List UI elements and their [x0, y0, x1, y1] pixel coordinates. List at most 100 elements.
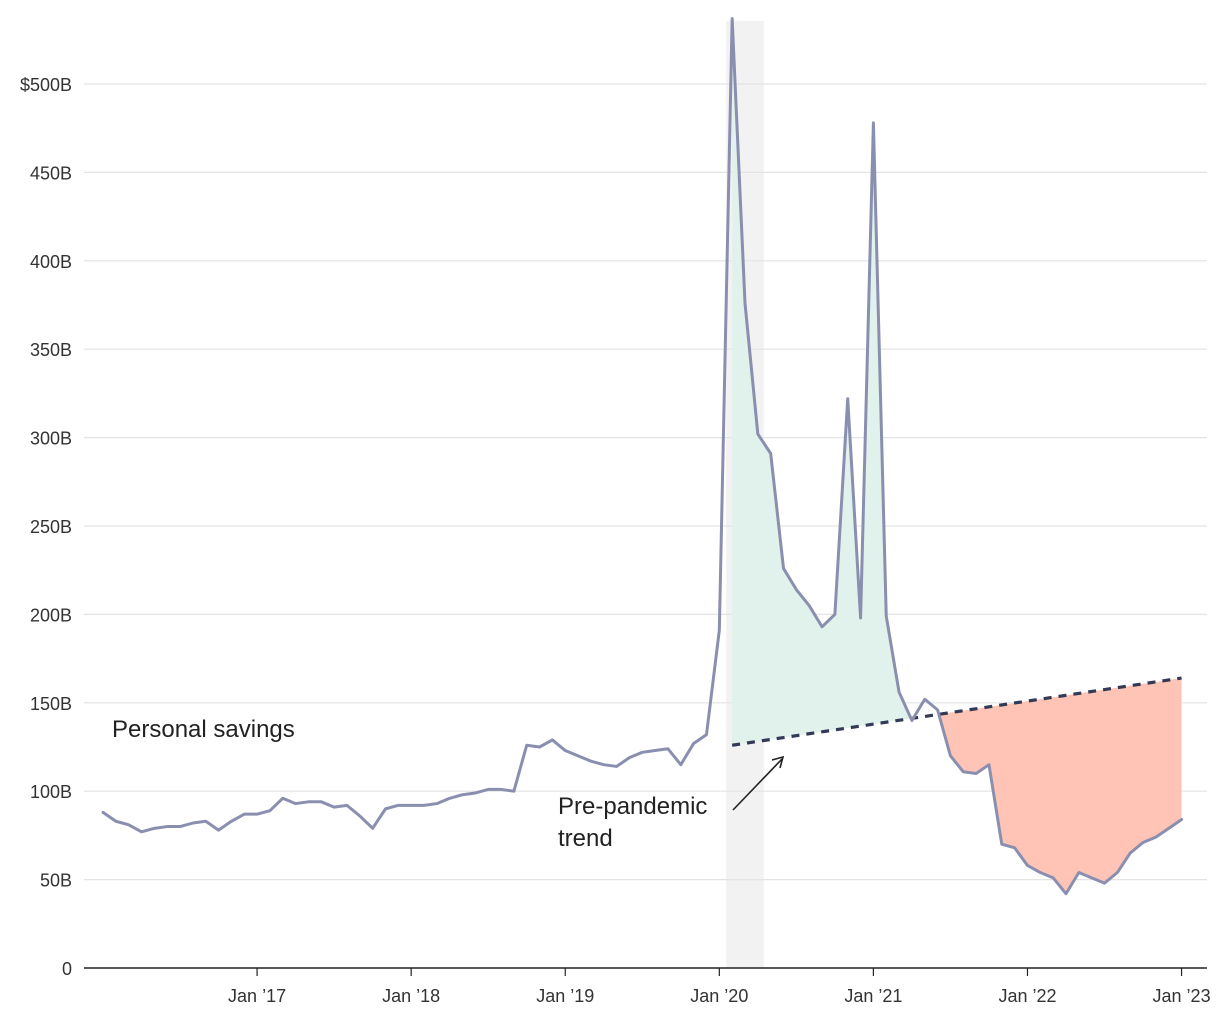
y-axis-ticks: 0 50B 100B 150B 200B 250B 300B 350B 400B 450B $500…	[20, 75, 72, 979]
shaded-savings-shortfall	[937, 678, 1182, 894]
savings-point-67	[962, 771, 964, 773]
savings-point-29	[474, 792, 476, 794]
savings-point-3	[140, 831, 142, 833]
savings-point-37	[577, 755, 579, 757]
savings-point-19	[346, 804, 348, 806]
pre-pandemic-trend-line	[731, 676, 1182, 747]
savings-point-61	[885, 615, 887, 617]
annotations: Personal savings Pre-pandemic trend	[112, 716, 785, 852]
y-tick-label-200: 200B	[30, 605, 72, 625]
savings-point-55	[808, 604, 810, 606]
savings-point-33	[526, 744, 528, 746]
shaded-excess-savings	[732, 18, 912, 746]
personal-savings-line	[101, 17, 1184, 896]
gridlines	[84, 83, 1207, 881]
savings-point-48	[718, 629, 720, 631]
series-line-layer	[101, 17, 1184, 896]
savings-point-20	[359, 815, 361, 817]
x-tick-label-24: Jan ’18	[382, 986, 440, 1006]
savings-point-65	[936, 709, 938, 711]
savings-point-81	[1142, 841, 1144, 843]
savings-point-52	[769, 452, 771, 454]
savings-point-30	[487, 788, 489, 790]
savings-point-41	[628, 756, 630, 758]
y-tick-label-50: 50B	[40, 871, 72, 891]
savings-point-71	[1013, 847, 1015, 849]
savings-point-54	[795, 588, 797, 590]
savings-point-73	[1039, 871, 1041, 873]
savings-point-84	[1180, 818, 1182, 820]
y-tick-label-450: 450B	[30, 163, 72, 183]
x-axis: Jan ’17 Jan ’18 Jan ’19 Jan ’20 Jan ’21 Jan ’…	[84, 967, 1211, 1006]
savings-point-79	[1116, 871, 1118, 873]
savings-point-26	[436, 802, 438, 804]
savings-point-56	[821, 626, 823, 628]
savings-point-4	[153, 827, 155, 829]
x-tick-label-84: Jan ’23	[1153, 986, 1211, 1006]
savings-point-80	[1129, 852, 1131, 854]
savings-point-34	[538, 746, 540, 748]
savings-point-21	[371, 827, 373, 829]
savings-point-44	[667, 748, 669, 750]
shaded-areas	[732, 18, 1182, 894]
x-tick-label-60: Jan ’21	[844, 986, 902, 1006]
savings-point-13	[269, 809, 271, 811]
savings-point-64	[924, 698, 926, 700]
savings-point-70	[1001, 843, 1003, 845]
savings-point-74	[1052, 877, 1054, 879]
trend-arrow-line	[732, 758, 783, 811]
savings-point-68	[975, 772, 977, 774]
trend-label-line1: Pre-pandemic	[558, 793, 707, 820]
savings-point-75	[1065, 893, 1067, 895]
savings-point-50	[744, 302, 746, 304]
x-tick-label-12: Jan ’17	[228, 986, 286, 1006]
savings-point-16	[307, 801, 309, 803]
y-tick-label-250: 250B	[30, 517, 72, 537]
series-label: Personal savings	[112, 716, 295, 743]
savings-point-23	[397, 804, 399, 806]
y-tick-label-300: 300B	[30, 429, 72, 449]
savings-point-28	[461, 794, 463, 796]
savings-point-47	[705, 733, 707, 735]
savings-point-36	[564, 749, 566, 751]
savings-point-69	[988, 763, 990, 765]
savings-point-77	[1090, 877, 1092, 879]
savings-point-40	[615, 765, 617, 767]
y-tick-label-400: 400B	[30, 252, 72, 272]
savings-point-24	[410, 804, 412, 806]
savings-point-49	[731, 17, 733, 19]
savings-point-53	[782, 567, 784, 569]
savings-point-82	[1155, 836, 1157, 838]
savings-point-58	[847, 398, 849, 400]
y-tick-label-350: 350B	[30, 340, 72, 360]
y-tick-label-100: 100B	[30, 782, 72, 802]
savings-point-6	[179, 825, 181, 827]
trend-line-layer	[731, 676, 1182, 747]
savings-point-78	[1103, 882, 1105, 884]
savings-point-14	[282, 797, 284, 799]
savings-point-32	[513, 790, 515, 792]
savings-point-5	[166, 825, 168, 827]
savings-point-12	[256, 813, 258, 815]
y-tick-label-500: $500B	[20, 75, 72, 95]
y-tick-label-0: 0	[62, 959, 72, 979]
savings-point-46	[692, 742, 694, 744]
savings-point-11	[243, 813, 245, 815]
savings-point-35	[551, 739, 553, 741]
x-tick-label-48: Jan ’20	[690, 986, 748, 1006]
savings-point-76	[1078, 871, 1080, 873]
savings-point-83	[1168, 827, 1170, 829]
savings-point-9	[217, 829, 219, 831]
savings-point-43	[654, 749, 656, 751]
savings-point-66	[949, 755, 951, 757]
trend-label-line2: trend	[558, 825, 613, 852]
savings-point-62	[898, 691, 900, 693]
savings-point-22	[384, 808, 386, 810]
savings-point-45	[680, 763, 682, 765]
savings-point-31	[500, 788, 502, 790]
savings-point-17	[320, 801, 322, 803]
savings-point-18	[333, 806, 335, 808]
trend-arrow-head	[771, 755, 785, 769]
savings-point-63	[911, 719, 913, 721]
